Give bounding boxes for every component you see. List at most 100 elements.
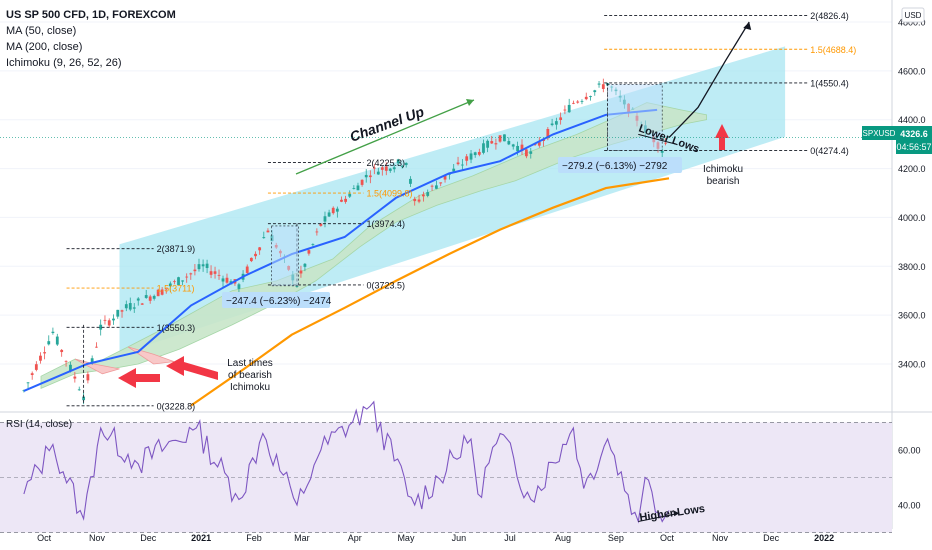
price-axis-tick: 4400.0 <box>898 115 926 125</box>
candle-body <box>426 192 430 196</box>
price-axis-tick: 3400.0 <box>898 360 926 370</box>
price-axis-tick: 4600.0 <box>898 66 926 76</box>
last-times-label: Last times <box>227 358 273 369</box>
candle-body <box>124 304 128 309</box>
candle-body <box>173 281 176 283</box>
candle-body <box>30 373 34 375</box>
candle-body <box>152 295 156 299</box>
price-axis-tick: 3600.0 <box>898 311 926 321</box>
candle-body <box>323 216 327 222</box>
time-axis-tick: May <box>397 533 415 543</box>
ma200-legend[interactable]: MA (200, close) <box>6 41 83 53</box>
candle-body <box>469 153 473 160</box>
time-axis-tick: Sep <box>608 533 624 543</box>
lower-lows-line <box>638 133 676 145</box>
candle-body <box>136 298 140 301</box>
candle-body <box>601 84 605 89</box>
drop-label-bg <box>558 157 682 173</box>
candle-body <box>177 277 180 286</box>
time-axis-tick: Oct <box>660 533 675 543</box>
candle-body <box>400 165 404 167</box>
higher-lows-arrow-head <box>673 510 680 517</box>
candle-body <box>73 376 77 379</box>
candle-body <box>520 144 524 151</box>
time-axis-tick: Nov <box>89 533 106 543</box>
ichimoku-bearish-arrow <box>715 124 729 150</box>
fib-level-label: 1(4550.4) <box>810 78 849 88</box>
candle-body <box>443 175 447 180</box>
drop-measure-box <box>607 83 663 151</box>
candle-body <box>340 199 343 202</box>
rsi-axis-tick: 40.00 <box>898 501 921 511</box>
price-badge-text: 4326.6 <box>900 129 928 139</box>
candle-body <box>116 309 120 317</box>
candle-body <box>295 286 299 287</box>
candle-body <box>559 117 563 121</box>
candle-body <box>360 179 364 185</box>
candle-body <box>584 96 588 100</box>
candle-body <box>511 144 515 147</box>
candle-body <box>168 283 172 287</box>
drop-measure-box <box>271 225 299 287</box>
candle-body <box>572 102 575 104</box>
candle-body <box>529 151 533 154</box>
candle-body <box>107 320 111 326</box>
candle-body <box>486 140 490 148</box>
candle-body <box>327 212 331 217</box>
candle-body <box>237 284 241 289</box>
candle-body <box>456 162 460 165</box>
ichimoku-legend[interactable]: Ichimoku (9, 26, 52, 26) <box>6 57 122 69</box>
candle-body <box>299 270 303 274</box>
candle-body <box>417 199 421 202</box>
candle-body <box>421 194 425 197</box>
price-badge <box>896 126 932 154</box>
candle-body <box>524 149 528 157</box>
fib-level-label: 1(3974.4) <box>367 219 406 229</box>
candle-body <box>319 223 323 226</box>
higher-lows-line <box>638 512 680 522</box>
fib-level-label: 0(3723.5) <box>367 280 406 290</box>
fib-level-label: 1.5(3711) <box>157 284 195 294</box>
candle-body <box>516 145 520 152</box>
fib-level-label: 1.5(4099.8) <box>367 189 413 199</box>
time-axis-tick: 2021 <box>191 533 211 543</box>
time-axis-tick: Nov <box>712 533 729 543</box>
candle-body <box>99 324 103 330</box>
rsi-axis-tick: 60.00 <box>898 446 921 456</box>
candle-body <box>90 358 94 363</box>
symbol-title[interactable]: US SP 500 CFD, 1D, FOREXCOM <box>6 9 176 21</box>
candle-body <box>64 360 68 362</box>
candle-body <box>262 237 266 239</box>
candle-body <box>352 188 356 189</box>
candle-body <box>396 159 400 164</box>
candle-body <box>567 104 571 113</box>
price-axis-tick: 4200.0 <box>898 164 926 174</box>
symbol-badge <box>862 126 896 140</box>
time-axis-tick: Dec <box>140 533 157 543</box>
candle-body <box>388 168 392 171</box>
candle-body <box>47 341 51 345</box>
candle-body <box>664 142 667 144</box>
time-axis-tick: Mar <box>294 533 310 543</box>
candle-body <box>132 307 136 309</box>
candle-body <box>43 352 47 354</box>
candle-body <box>128 303 132 310</box>
channel-up-arrow-head <box>466 99 474 106</box>
candle-body <box>221 278 225 282</box>
candle-body <box>477 151 481 155</box>
candle-body <box>364 174 368 178</box>
fib-level-label: 1.5(4688.4) <box>810 45 856 55</box>
candle-body <box>580 100 584 102</box>
ma50-legend[interactable]: MA (50, close) <box>6 25 77 37</box>
time-axis-tick: Apr <box>348 533 362 543</box>
currency-button <box>901 7 925 23</box>
candle-body <box>160 289 164 295</box>
candle-body <box>148 296 152 301</box>
candle-body <box>576 101 580 103</box>
candle-body <box>434 185 438 189</box>
candle-body <box>384 166 388 171</box>
ichimoku-cloud-bullish <box>40 102 707 390</box>
candle-body <box>103 319 107 321</box>
candle-body <box>507 141 511 145</box>
